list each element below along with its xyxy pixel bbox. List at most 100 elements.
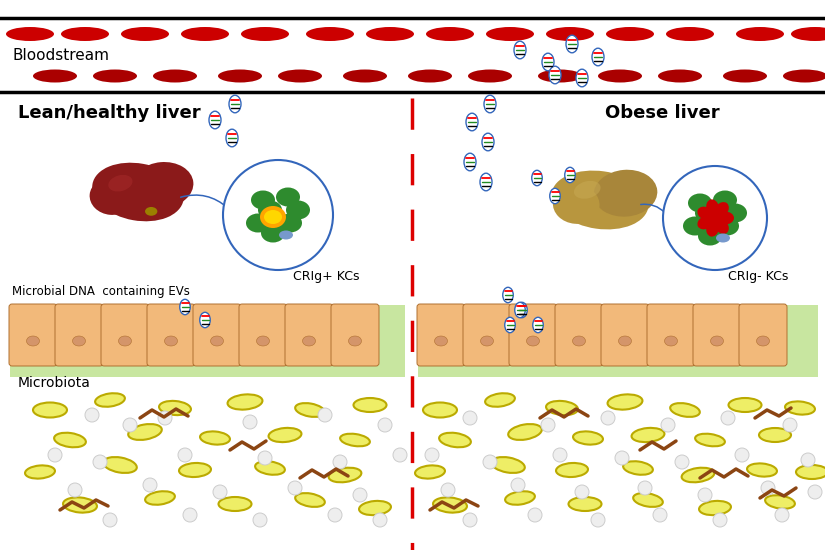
Ellipse shape [706,199,719,217]
Ellipse shape [681,468,714,482]
Ellipse shape [423,403,457,417]
Ellipse shape [279,230,293,239]
Ellipse shape [736,27,784,41]
Ellipse shape [714,218,728,234]
Ellipse shape [145,207,158,216]
FancyBboxPatch shape [693,304,741,366]
Ellipse shape [633,493,662,507]
Circle shape [143,478,157,492]
Ellipse shape [328,468,361,482]
Circle shape [615,451,629,465]
Ellipse shape [505,491,535,505]
Ellipse shape [695,434,725,446]
FancyBboxPatch shape [417,304,465,366]
Circle shape [378,418,392,432]
Circle shape [661,418,675,432]
Ellipse shape [759,428,791,442]
Ellipse shape [576,69,588,87]
Ellipse shape [551,170,648,229]
Ellipse shape [728,398,761,412]
Ellipse shape [258,201,282,219]
Text: Microbial DNA  containing EVs: Microbial DNA containing EVs [12,285,190,298]
FancyBboxPatch shape [239,304,287,366]
Ellipse shape [179,463,211,477]
FancyBboxPatch shape [555,304,603,366]
Ellipse shape [286,201,294,212]
Ellipse shape [619,336,631,346]
Ellipse shape [251,190,275,210]
Ellipse shape [783,69,825,82]
FancyBboxPatch shape [647,304,695,366]
Ellipse shape [426,27,474,41]
Ellipse shape [697,215,714,229]
Ellipse shape [181,27,229,41]
Ellipse shape [439,433,471,447]
Ellipse shape [546,27,594,41]
Ellipse shape [533,317,543,333]
FancyBboxPatch shape [739,304,787,366]
Ellipse shape [723,69,767,82]
Ellipse shape [278,213,302,233]
Ellipse shape [549,66,561,84]
Ellipse shape [698,227,722,245]
Ellipse shape [73,336,86,346]
Ellipse shape [132,162,193,208]
Circle shape [158,411,172,425]
Ellipse shape [515,302,526,318]
Ellipse shape [480,173,492,191]
FancyBboxPatch shape [601,304,649,366]
Ellipse shape [484,95,496,113]
Ellipse shape [480,336,493,346]
Bar [418,305,818,377]
Ellipse shape [658,69,702,82]
Ellipse shape [664,336,677,346]
Circle shape [68,483,82,497]
Ellipse shape [33,69,77,82]
Text: Microbiota: Microbiota [18,376,91,390]
FancyBboxPatch shape [193,304,241,366]
Circle shape [808,485,822,499]
Ellipse shape [435,336,447,346]
Ellipse shape [566,35,578,53]
Ellipse shape [568,497,601,511]
Ellipse shape [33,403,67,417]
Ellipse shape [295,403,325,417]
Ellipse shape [464,153,476,171]
Circle shape [721,411,735,425]
Ellipse shape [710,336,724,346]
Ellipse shape [340,434,370,446]
Circle shape [425,448,439,462]
Ellipse shape [491,457,525,473]
FancyBboxPatch shape [147,304,195,366]
Circle shape [463,513,477,527]
Circle shape [775,508,789,522]
Circle shape [698,488,712,502]
Ellipse shape [747,464,777,477]
Ellipse shape [485,393,515,407]
Text: Bloodstream: Bloodstream [12,47,109,63]
Ellipse shape [486,27,534,41]
Ellipse shape [228,394,262,410]
Ellipse shape [607,394,643,410]
Ellipse shape [785,402,815,415]
Circle shape [318,408,332,422]
Ellipse shape [95,393,125,407]
Ellipse shape [549,188,560,204]
Circle shape [103,513,117,527]
Ellipse shape [303,336,315,346]
Ellipse shape [632,428,664,442]
Ellipse shape [573,431,603,444]
Ellipse shape [791,27,825,41]
Ellipse shape [210,336,224,346]
Ellipse shape [688,194,712,212]
Ellipse shape [209,111,221,129]
Ellipse shape [594,170,658,217]
Ellipse shape [623,461,653,475]
Ellipse shape [573,336,586,346]
Ellipse shape [241,27,289,41]
Circle shape [761,481,775,495]
Circle shape [575,485,589,499]
Circle shape [243,415,257,429]
Ellipse shape [159,401,191,415]
Ellipse shape [92,163,184,221]
